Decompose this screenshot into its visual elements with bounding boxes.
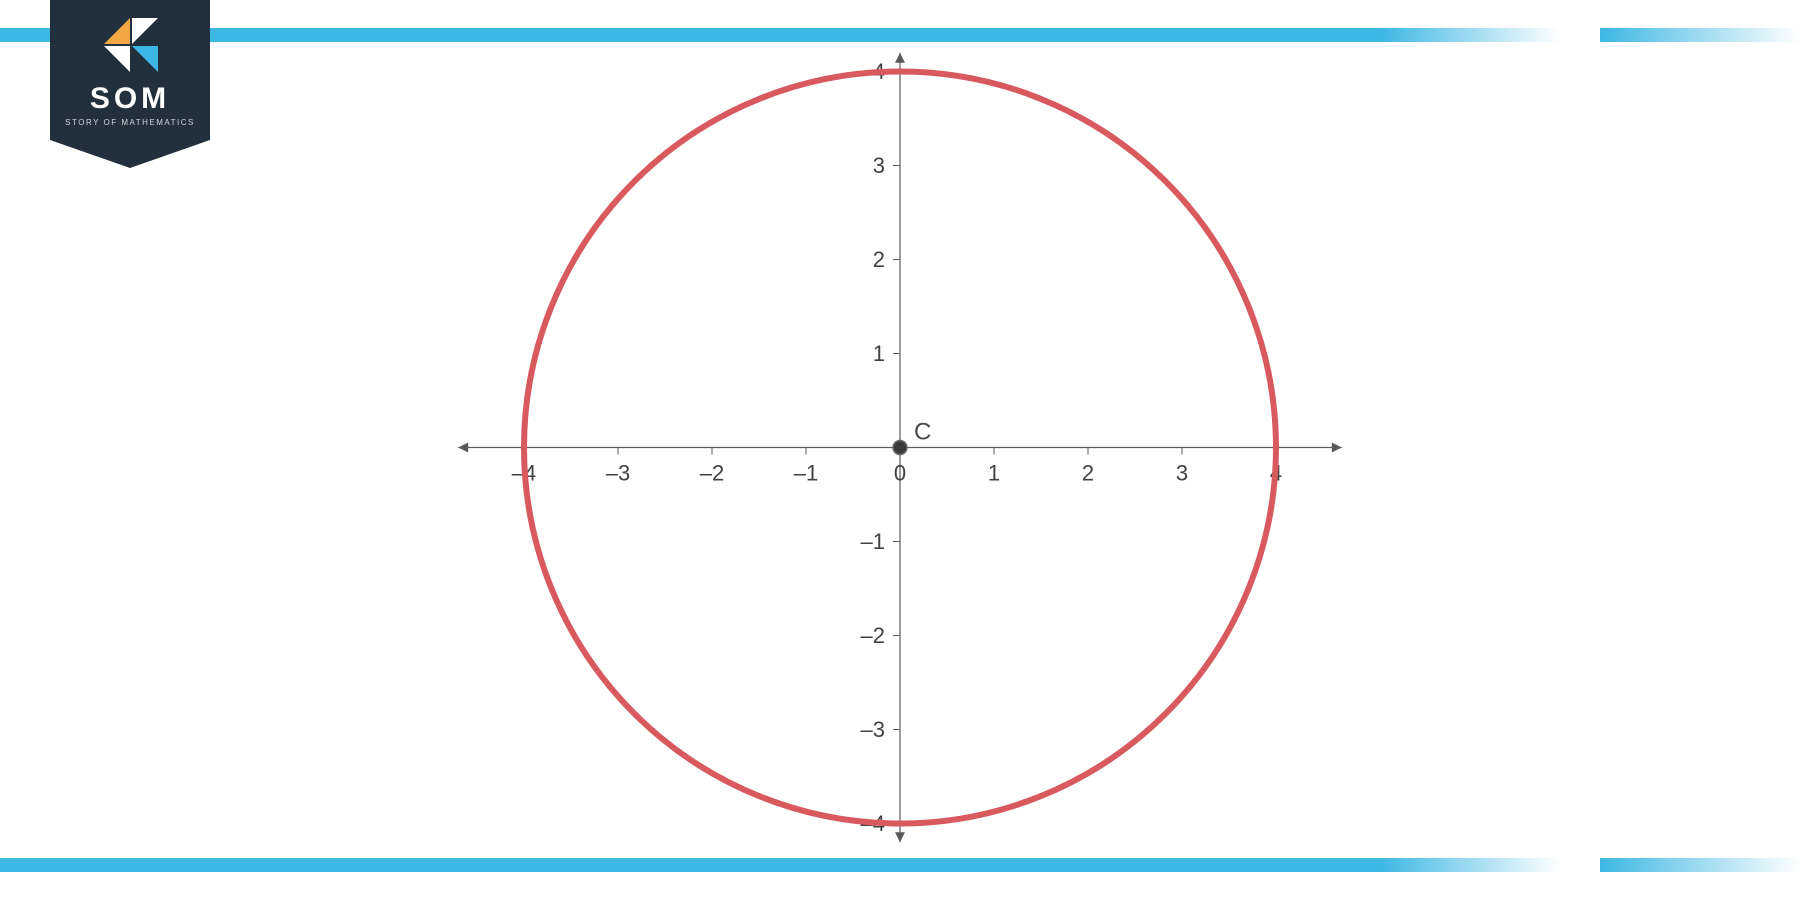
y-tick-label: 1 [873,341,885,366]
logo-text: SOM [50,82,210,116]
center-point-label: C [914,419,931,446]
logo-badge: SOM STORY OF MATHEMATICS [50,0,210,160]
x-tick-label: –3 [606,461,630,486]
y-tick-label: –2 [861,623,885,648]
x-tick-label: 0 [894,461,906,486]
y-tick-label: 3 [873,153,885,178]
x-tick-label: 3 [1176,461,1188,486]
x-tick-label: 2 [1082,461,1094,486]
x-tick-label: –1 [794,461,818,486]
y-tick-label: –1 [861,529,885,554]
circle-chart: –4–3–2–101234–4–3–2–11234C [400,18,1400,878]
center-point [893,441,907,455]
y-tick-label: 2 [873,247,885,272]
chart-container: –4–3–2–101234–4–3–2–11234C [400,18,1400,883]
logo-subtext: STORY OF MATHEMATICS [50,118,210,127]
x-tick-label: –2 [700,461,724,486]
y-tick-label: –3 [861,717,885,742]
x-tick-label: 1 [988,461,1000,486]
